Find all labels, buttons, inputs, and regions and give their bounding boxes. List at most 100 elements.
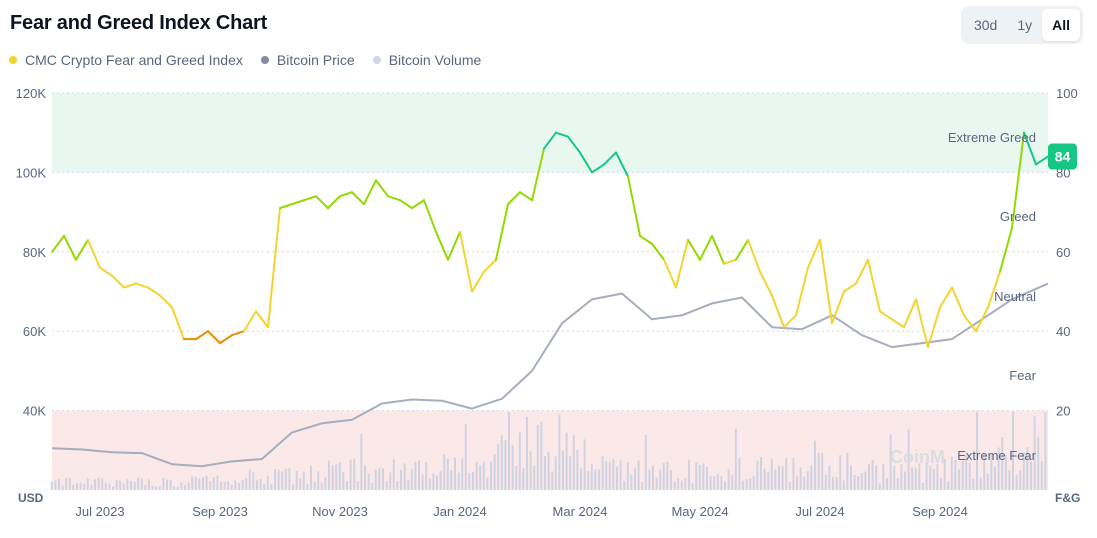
volume-bar <box>400 469 402 490</box>
volume-bar <box>914 467 917 490</box>
fear-greed-segment <box>735 238 749 261</box>
y-right-tick-label: 100 <box>1056 86 1078 101</box>
volume-bar <box>418 460 420 490</box>
volume-bar <box>533 465 536 490</box>
volume-bar <box>248 469 251 490</box>
legend-item-bitcoin-volume[interactable]: Bitcoin Volume <box>372 52 482 68</box>
volume-bar <box>1022 451 1025 490</box>
volume-bar <box>983 453 986 490</box>
volume-bar <box>659 469 662 490</box>
volume-bar <box>443 454 446 490</box>
range-button-all[interactable]: All <box>1042 9 1080 41</box>
volume-bar <box>562 450 564 490</box>
volume-bar <box>295 470 298 490</box>
volume-bar <box>184 485 186 490</box>
fear-greed-segment <box>243 310 257 333</box>
range-button-30d[interactable]: 30d <box>973 17 998 33</box>
volume-bar <box>616 466 618 490</box>
volume-bar <box>558 414 561 490</box>
volume-bar <box>277 469 280 490</box>
volume-bar <box>457 472 460 490</box>
volume-bar <box>266 475 269 490</box>
fear-greed-segment <box>999 226 1013 273</box>
volume-bar <box>115 479 118 490</box>
volume-bar <box>583 439 586 490</box>
volume-bar <box>864 471 867 490</box>
fear-greed-segment <box>927 306 941 349</box>
fear-greed-segment <box>411 199 425 210</box>
legend-label: Bitcoin Volume <box>388 52 482 68</box>
volume-bar <box>130 480 132 490</box>
volume-bar <box>133 481 136 490</box>
volume-bar <box>414 461 417 490</box>
fear-greed-segment <box>519 191 533 202</box>
volume-bar <box>986 473 989 490</box>
volume-bar <box>850 465 852 490</box>
volume-bar <box>454 457 456 490</box>
fear-greed-segment <box>279 203 293 210</box>
volume-bar <box>943 458 946 490</box>
volume-bar <box>497 444 500 490</box>
volume-bar <box>104 482 107 490</box>
volume-bar <box>446 458 449 490</box>
volume-bar <box>263 483 266 490</box>
volume-bar <box>335 464 338 490</box>
volume-bar <box>997 447 1000 490</box>
volume-bar <box>716 474 719 490</box>
y-right-tick-label: 40 <box>1056 324 1070 339</box>
fear-greed-segment <box>291 199 305 206</box>
fear-greed-segment <box>471 270 485 293</box>
volume-bar <box>180 482 183 490</box>
volume-bar <box>817 452 820 490</box>
volume-bar <box>475 462 478 490</box>
volume-bar <box>590 463 593 490</box>
volume-bar <box>140 478 143 490</box>
volume-bar <box>634 468 636 490</box>
x-tick-label: Sep 2023 <box>192 504 248 519</box>
y-left-tick-label: 80K <box>23 245 46 260</box>
volume-bar <box>630 474 633 490</box>
fear-greed-segment <box>915 298 929 349</box>
volume-bar <box>187 482 190 490</box>
volume-bar <box>900 464 903 490</box>
x-tick-label: May 2024 <box>671 504 728 519</box>
fear-greed-segment <box>783 314 797 329</box>
fear-greed-segment <box>819 238 833 325</box>
volume-bar <box>860 473 863 490</box>
volume-bar <box>479 465 482 490</box>
volume-bar <box>198 478 201 490</box>
volume-bar <box>144 484 147 490</box>
y-left-tick-label: 100K <box>16 165 47 180</box>
legend-dot-icon <box>260 56 269 64</box>
volume-bar <box>958 469 960 490</box>
fear-greed-segment <box>507 191 521 206</box>
volume-bar <box>256 480 258 490</box>
volume-bar <box>828 465 831 490</box>
y-left-tick-label: 40K <box>23 404 46 419</box>
volume-bar <box>778 465 780 490</box>
volume-bar <box>245 478 248 490</box>
volume-bar <box>940 478 942 490</box>
volume-bar <box>328 460 330 490</box>
legend-item-bitcoin-price[interactable]: Bitcoin Price <box>260 52 355 68</box>
fear-greed-segment <box>99 266 113 277</box>
fear-greed-segment <box>123 282 137 289</box>
volume-bar <box>979 477 982 490</box>
legend-item-fear-greed[interactable]: CMC Crypto Fear and Greed Index <box>9 52 243 68</box>
volume-bar <box>407 479 410 490</box>
volume-bar <box>122 483 125 490</box>
volume-bar <box>230 484 233 490</box>
fear-greed-segment <box>675 238 689 289</box>
volume-bar <box>126 479 129 490</box>
fear-greed-segment <box>807 238 821 269</box>
volume-bar <box>493 453 496 490</box>
volume-bar <box>871 460 874 490</box>
range-button-1y[interactable]: 1y <box>1017 17 1033 33</box>
volume-bar <box>774 469 777 490</box>
volume-bar <box>713 476 716 490</box>
volume-bar <box>976 412 978 490</box>
fear-greed-segment <box>543 131 557 150</box>
y-left-unit-label: USD <box>18 491 44 505</box>
volume-bar <box>889 434 892 490</box>
